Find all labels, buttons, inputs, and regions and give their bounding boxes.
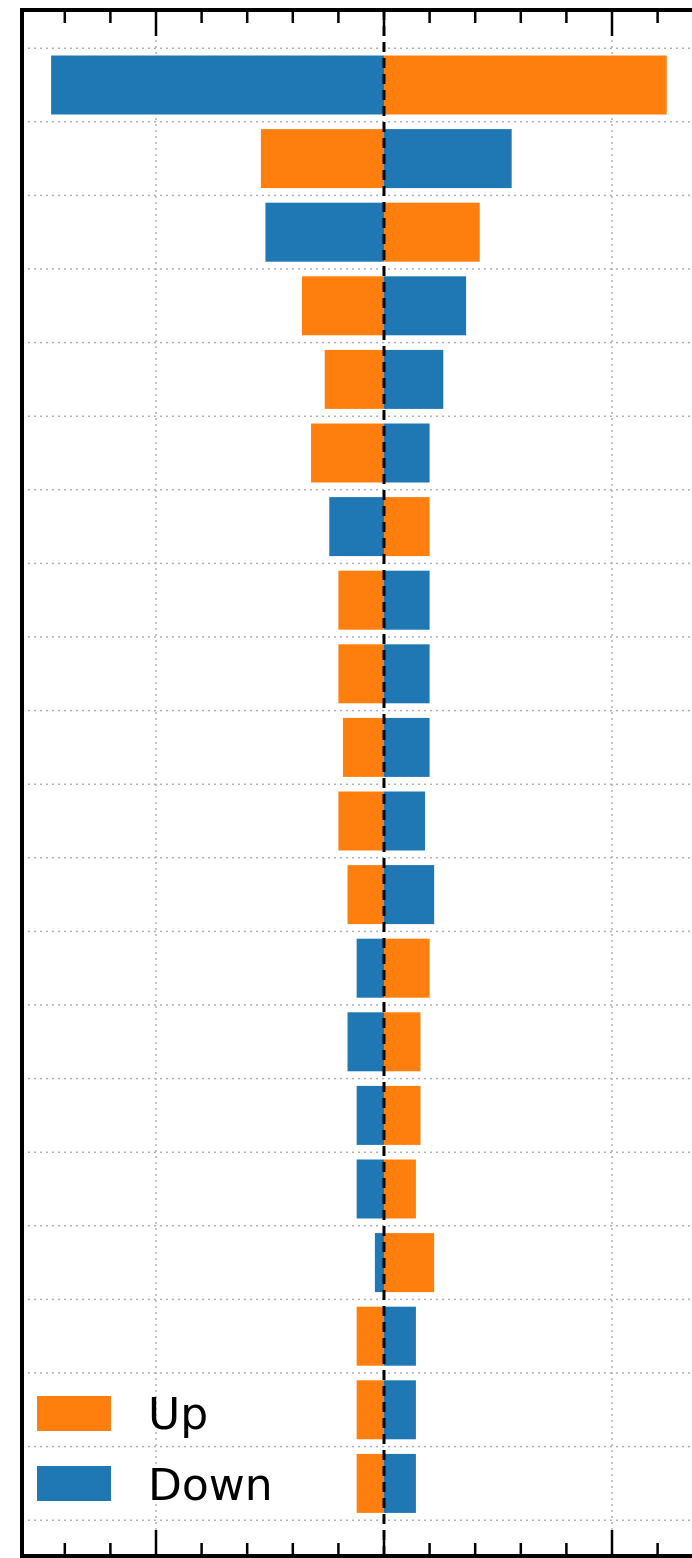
bar-down-14 bbox=[347, 1012, 384, 1072]
bar-down-17 bbox=[374, 1233, 384, 1293]
bar-up-9 bbox=[338, 644, 384, 704]
bar-down-8 bbox=[384, 570, 430, 630]
bar-up-13 bbox=[384, 938, 430, 998]
bar-up-1 bbox=[384, 55, 667, 115]
legend-label-down: Down bbox=[148, 1460, 273, 1511]
bar-down-6 bbox=[384, 423, 430, 483]
bar-down-11 bbox=[384, 791, 426, 851]
bar-up-5 bbox=[324, 349, 384, 409]
bar-up-6 bbox=[311, 423, 384, 483]
bars bbox=[51, 55, 667, 1513]
bar-down-13 bbox=[356, 938, 384, 998]
legend-swatch-up bbox=[37, 1396, 111, 1431]
bar-down-9 bbox=[384, 644, 430, 704]
bar-down-2 bbox=[384, 129, 512, 189]
bar-up-3 bbox=[384, 202, 480, 262]
grid-lines bbox=[22, 10, 692, 1556]
bar-up-20 bbox=[356, 1453, 384, 1513]
bar-up-4 bbox=[301, 276, 384, 336]
bar-up-10 bbox=[342, 717, 384, 777]
bar-down-15 bbox=[356, 1085, 384, 1145]
legend-swatch-down bbox=[37, 1466, 111, 1501]
bar-down-3 bbox=[265, 202, 384, 262]
bar-down-7 bbox=[329, 497, 384, 557]
bar-up-17 bbox=[384, 1233, 435, 1293]
bar-up-8 bbox=[338, 570, 384, 630]
bar-down-10 bbox=[384, 717, 430, 777]
bar-up-11 bbox=[338, 791, 384, 851]
bar-up-16 bbox=[384, 1159, 416, 1219]
plot-frame bbox=[20, 8, 692, 1558]
bar-down-20 bbox=[384, 1453, 416, 1513]
bar-down-18 bbox=[384, 1306, 416, 1366]
bar-up-7 bbox=[384, 497, 430, 557]
legend: Up Down bbox=[37, 1389, 273, 1511]
bar-down-19 bbox=[384, 1380, 416, 1440]
bar-up-15 bbox=[384, 1085, 421, 1145]
bar-up-12 bbox=[347, 865, 384, 925]
bar-down-1 bbox=[51, 55, 385, 115]
legend-label-up: Up bbox=[148, 1389, 208, 1440]
bar-up-18 bbox=[356, 1306, 384, 1366]
bar-down-4 bbox=[384, 276, 467, 336]
bar-down-12 bbox=[384, 865, 435, 925]
bar-up-14 bbox=[384, 1012, 421, 1072]
bar-up-19 bbox=[356, 1380, 384, 1440]
bar-down-5 bbox=[384, 349, 444, 409]
bar-up-2 bbox=[260, 129, 384, 189]
bar-down-16 bbox=[356, 1159, 384, 1219]
